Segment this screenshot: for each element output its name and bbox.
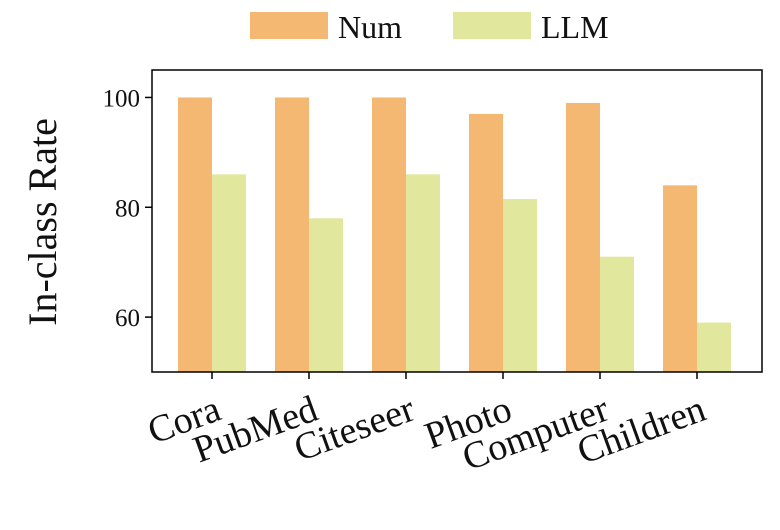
bar-llm-pubmed: [309, 218, 343, 372]
legend: Num LLM: [250, 9, 609, 45]
bar-num-children: [663, 185, 697, 372]
legend-swatch-num: [250, 12, 328, 39]
plot-frame: [151, 69, 763, 373]
legend-swatch-llm: [453, 12, 531, 39]
bar-llm-cora: [212, 174, 246, 372]
bar-num-citeseer: [372, 97, 406, 373]
y-axis: 60 80 100: [103, 85, 152, 332]
legend-label-num: Num: [338, 9, 402, 45]
bar-llm-citeseer: [406, 174, 440, 372]
y-tick-label-60: 60: [115, 305, 140, 332]
bar-num-pubmed: [275, 97, 309, 373]
y-tick-label-80: 80: [115, 195, 140, 222]
bar-llm-computer: [600, 256, 634, 372]
y-axis-title: In-class Rate: [20, 118, 65, 326]
bar-num-computer: [566, 102, 600, 372]
bar-num-photo: [469, 113, 503, 372]
bar-num-cora: [178, 97, 212, 373]
y-tick-label-100: 100: [103, 85, 141, 112]
bar-llm-photo: [503, 199, 537, 372]
plot-area: [151, 69, 763, 373]
legend-label-llm: LLM: [541, 9, 609, 45]
bar-llm-children: [697, 322, 731, 372]
